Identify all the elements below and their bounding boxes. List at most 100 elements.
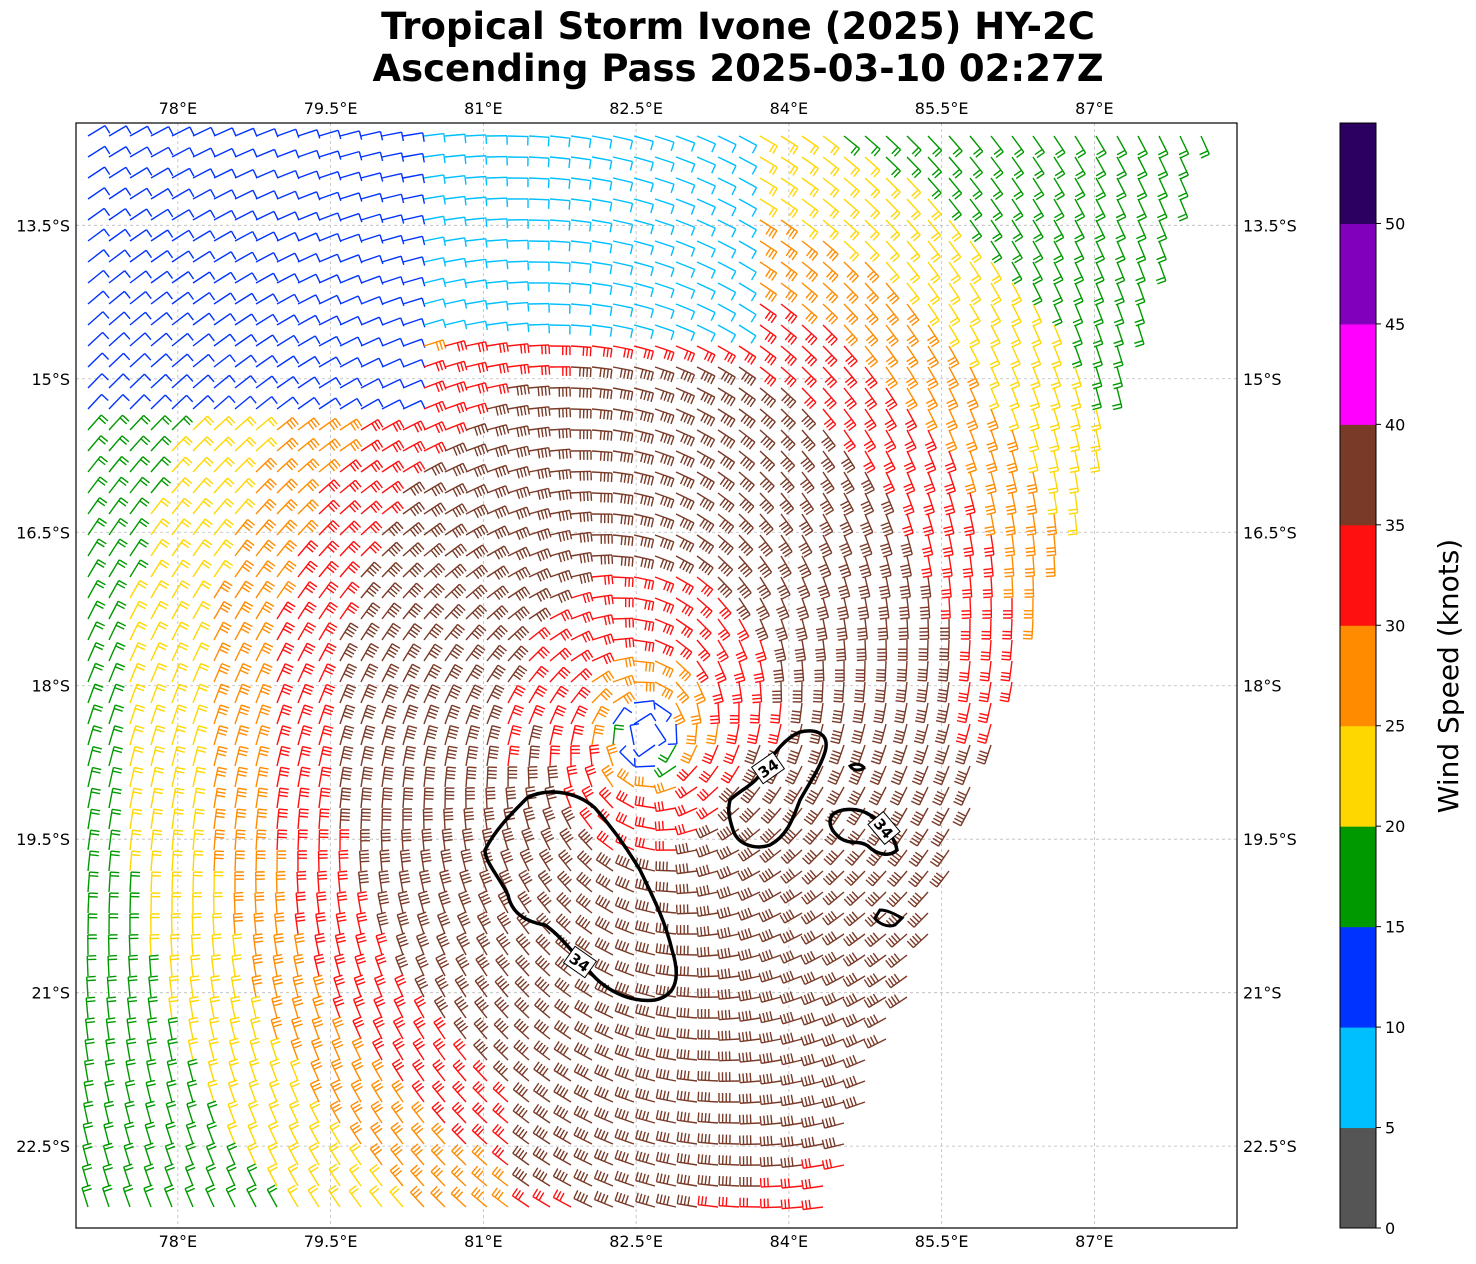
- wind-barb: [369, 1185, 383, 1208]
- wind-barb: [696, 471, 715, 491]
- wind-barb: [553, 1019, 572, 1040]
- wind-barb: [1069, 429, 1081, 453]
- wind-barb: [507, 260, 530, 271]
- wind-barb: [528, 426, 551, 438]
- lon-tick-bottom-3: 82.5°E: [609, 1232, 663, 1251]
- wind-barb: [633, 261, 654, 277]
- wind-barb: [206, 1100, 218, 1124]
- wind-barb: [1049, 408, 1061, 432]
- wind-barb: [297, 560, 318, 578]
- wind-barb: [591, 324, 613, 337]
- wind-barb: [505, 786, 517, 809]
- wind-barb: [778, 534, 793, 558]
- wind-barb: [402, 276, 426, 287]
- wind-barb: [108, 579, 127, 599]
- wind-barb: [612, 471, 634, 484]
- wind-barb: [570, 135, 592, 148]
- wind-barb: [1090, 429, 1101, 453]
- wind-barb: [737, 555, 753, 578]
- wind-barb: [944, 450, 957, 474]
- wind-barb: [213, 436, 236, 452]
- wind-barb: [983, 555, 994, 578]
- wind-barb: [412, 1058, 425, 1082]
- wind-barb: [822, 870, 845, 886]
- wind-barb: [167, 1017, 179, 1040]
- wind-barb: [697, 988, 719, 999]
- wind-barb: [360, 787, 372, 809]
- wind-barb: [452, 1038, 467, 1061]
- wind-barb: [837, 576, 851, 600]
- wind-barb: [675, 324, 696, 342]
- wind-barb: [958, 660, 971, 682]
- wind-barb: [1092, 345, 1103, 369]
- wind-barb: [129, 414, 151, 431]
- wind-barb: [83, 1079, 94, 1103]
- wind-barb: [87, 187, 111, 200]
- wind-barb: [290, 1037, 303, 1061]
- wind-barb: [423, 461, 447, 476]
- wind-barb: [1023, 597, 1034, 619]
- wind-barb: [718, 1155, 740, 1166]
- wind-barb: [234, 621, 253, 641]
- wind-barb: [297, 232, 321, 242]
- wind-barb: [213, 395, 236, 410]
- wind-barb: [842, 952, 866, 967]
- wind-barb: [123, 1142, 135, 1166]
- wind-barb: [423, 400, 447, 413]
- wind-barb: [273, 933, 285, 956]
- lat-tick-left-6: 22.5°S: [16, 1137, 70, 1156]
- wind-barb: [297, 253, 321, 263]
- wind-barb: [759, 828, 782, 844]
- wind-barb: [192, 829, 204, 851]
- wind-barb: [675, 282, 696, 300]
- wind-barb: [717, 240, 737, 259]
- wind-barb: [969, 198, 983, 221]
- wind-barb: [87, 166, 111, 179]
- wind-barb: [381, 317, 405, 327]
- wind-barb: [170, 913, 181, 935]
- wind-barb: [328, 1142, 341, 1166]
- wind-barb: [87, 455, 108, 473]
- wind-barb: [297, 601, 317, 620]
- wind-barb: [1071, 366, 1082, 390]
- wind-barb: [634, 920, 656, 935]
- wind-barb: [634, 776, 656, 788]
- wind-barb: [148, 954, 159, 977]
- wind-barb: [739, 1135, 761, 1146]
- wind-barb: [954, 765, 971, 786]
- wind-barb: [213, 725, 229, 746]
- wind-barb: [718, 1093, 740, 1103]
- wind-barb: [339, 683, 357, 704]
- wind-barb: [192, 188, 216, 200]
- wind-barb: [633, 303, 654, 319]
- wind-barb: [889, 786, 908, 806]
- wind-barb: [675, 534, 695, 553]
- wind-barb: [547, 765, 559, 788]
- wind-barb: [1025, 534, 1036, 557]
- wind-barb: [381, 296, 405, 307]
- wind-barb: [916, 681, 929, 703]
- wind-barb: [444, 237, 467, 247]
- wind-barb: [150, 332, 173, 347]
- wind-barb: [234, 787, 248, 809]
- wind-barb: [575, 893, 593, 914]
- wind-barb: [990, 177, 1004, 201]
- wind-barb: [844, 849, 866, 866]
- wind-barb: [108, 642, 126, 662]
- wind-barb: [549, 489, 572, 501]
- wind-barb: [774, 639, 787, 663]
- wind-barb: [780, 1094, 803, 1107]
- wind-barb: [807, 744, 824, 765]
- wind-barb: [486, 745, 500, 767]
- wind-barb: [696, 408, 716, 427]
- wind-barb: [549, 628, 573, 641]
- wind-barb: [171, 871, 182, 893]
- wind-barb: [821, 931, 845, 946]
- wind-barb: [982, 597, 993, 619]
- wind-barb: [87, 621, 105, 641]
- wind-barb: [860, 471, 875, 495]
- wind-barb: [339, 459, 362, 473]
- wind-barb: [801, 219, 819, 240]
- lat-tick-right-3: 18°S: [1243, 677, 1282, 696]
- wind-barb: [465, 564, 488, 580]
